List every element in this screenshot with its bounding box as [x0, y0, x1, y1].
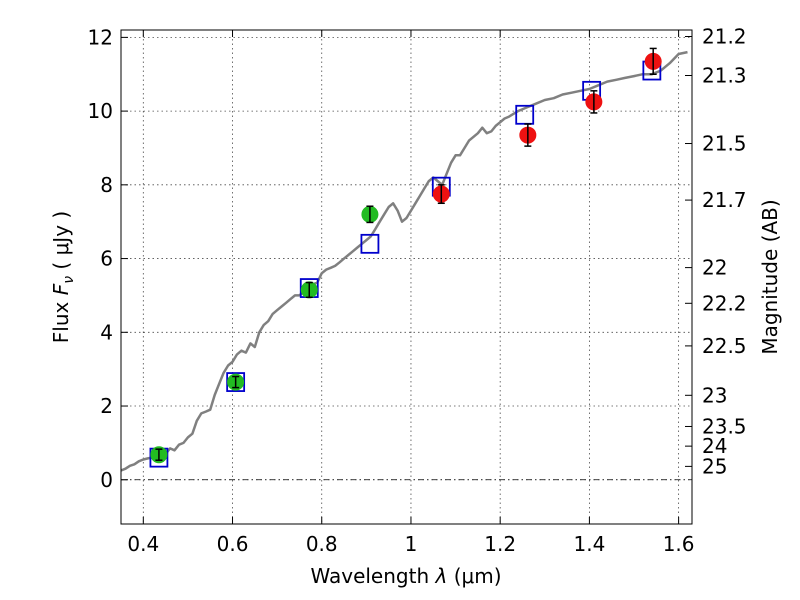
x-tick-label: 1.2 — [484, 532, 516, 556]
x-axis-label: Wavelength λ (μm) — [310, 564, 501, 588]
y2-tick-label: 23 — [702, 383, 727, 407]
y-tick-label: 0 — [100, 468, 113, 492]
x-tick-label: 1 — [405, 532, 418, 556]
plot-frame — [120, 29, 693, 525]
x-tick-label: 0.6 — [217, 532, 249, 556]
y-tick-label: 6 — [100, 247, 113, 271]
y2-tick-label: 22.2 — [702, 291, 747, 315]
y2-tick-label: 21.2 — [702, 25, 747, 49]
y2-tick-label: 25 — [702, 454, 727, 478]
y2-tick-label: 21.3 — [702, 64, 747, 88]
y2-tick-label: 22.5 — [702, 334, 747, 358]
y-tick-label: 2 — [100, 394, 113, 418]
x-tick-label: 0.4 — [127, 532, 159, 556]
model-spectrum — [120, 50, 688, 472]
y-axis-label: Flux Fν ( μJy ) — [49, 211, 77, 343]
y2-tick-label: 21.7 — [702, 188, 747, 212]
x-tick-label: 0.8 — [306, 532, 338, 556]
y2-tick-label: 24 — [702, 434, 727, 458]
y2-tick-label: 23.5 — [702, 414, 747, 438]
x-tick-label: 1.6 — [663, 532, 695, 556]
y2-axis-label: Magnitude (AB) — [758, 199, 782, 354]
spectrum-line — [120, 50, 688, 472]
x-tick-label: 1.4 — [573, 532, 605, 556]
model-square-marker — [360, 233, 380, 254]
y-tick-label: 10 — [88, 99, 113, 123]
y-tick-label: 8 — [100, 173, 113, 197]
y-tick-label: 12 — [88, 25, 113, 49]
y2-tick-label: 22 — [702, 256, 727, 280]
grid-lines — [121, 30, 692, 524]
y-tick-label: 4 — [100, 320, 113, 344]
data-markers — [149, 47, 662, 468]
y2-tick-label: 21.5 — [702, 132, 747, 156]
